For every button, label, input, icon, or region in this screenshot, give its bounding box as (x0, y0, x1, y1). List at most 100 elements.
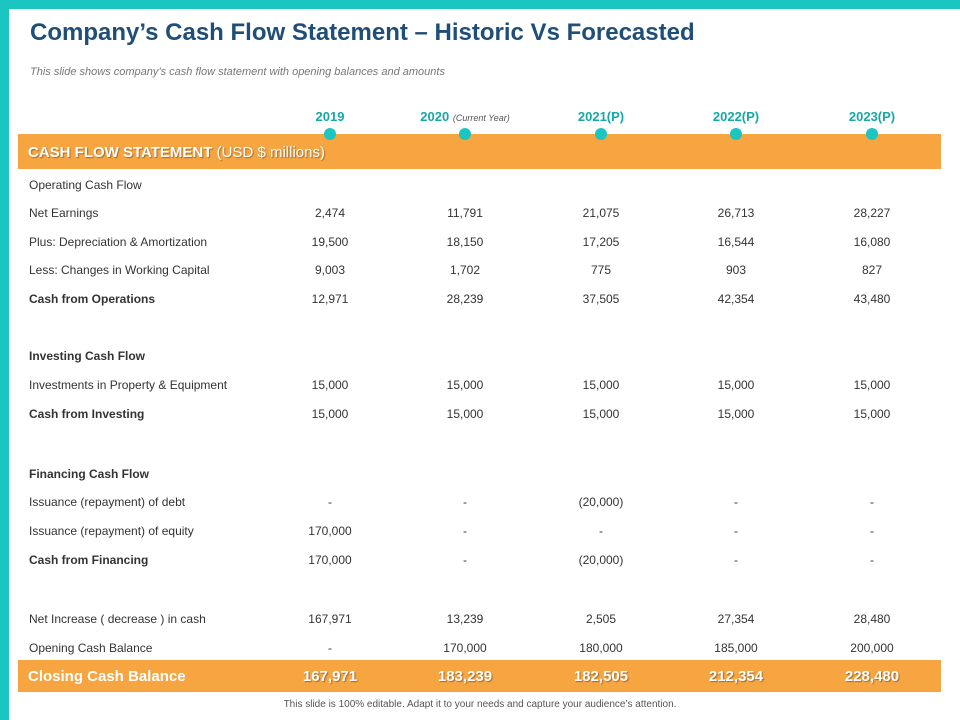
row-label: Opening Cash Balance (29, 641, 153, 655)
timeline-dot (866, 128, 878, 140)
row-value: (20,000) (578, 553, 624, 567)
row-value: - (734, 553, 738, 567)
row-value: - (734, 495, 738, 509)
row-value: 28,227 (853, 206, 891, 220)
table-header-title: CASH FLOW STATEMENT (28, 144, 213, 161)
row-label: Cash from Investing (29, 407, 145, 421)
row-value: 185,000 (714, 641, 758, 655)
row-label: Cash from Financing (29, 553, 149, 567)
row-value: - (328, 641, 332, 655)
row-value: 28,239 (446, 292, 484, 306)
row-value: - (870, 524, 874, 538)
row-value: 2,474 (314, 206, 346, 220)
row-label: Investing Cash Flow (29, 349, 146, 363)
row-value: 827 (861, 263, 883, 277)
row-value: 9,003 (314, 263, 346, 277)
table-row: Less: Changes in Working Capital 9,003 1,7… (0, 263, 960, 281)
row-label: Net Earnings (29, 206, 99, 220)
table-row: Net Increase ( decrease ) in cash 167,971… (0, 612, 960, 630)
year-header: 2020 (Current Year) (385, 109, 545, 124)
closing-balance-value: 167,971 (302, 668, 358, 685)
row-label: Issuance (repayment) of debt (29, 495, 186, 509)
row-value: - (463, 524, 467, 538)
year-header: 2021(P) (521, 109, 681, 124)
row-value: - (870, 495, 874, 509)
row-value: 26,713 (717, 206, 755, 220)
table-row: Cash from Operations 12,971 28,239 37,505 42… (0, 292, 960, 310)
row-value: 21,075 (582, 206, 620, 220)
row-value: 15,000 (311, 378, 349, 392)
closing-balance-value: 212,354 (708, 668, 764, 685)
row-value: 15,000 (311, 407, 349, 421)
row-label: Cash from Operations (29, 292, 156, 306)
year-label: 2022(P) (712, 109, 760, 124)
row-value: 12,971 (311, 292, 349, 306)
row-value: - (599, 524, 603, 538)
timeline-dot (730, 128, 742, 140)
table-row: Financing Cash Flow (0, 467, 960, 485)
row-value: 15,000 (717, 378, 755, 392)
timeline-dot (459, 128, 471, 140)
row-value: 200,000 (850, 641, 894, 655)
row-value: 167,971 (308, 612, 352, 626)
row-value: - (463, 553, 467, 567)
table-row: Operating Cash Flow (0, 178, 960, 196)
row-value: 170,000 (443, 641, 487, 655)
row-value: 180,000 (579, 641, 623, 655)
table-header-label: CASH FLOW STATEMENT (USD $ millions) (28, 144, 325, 161)
table-row: Net Earnings 2,474 11,791 21,075 26,713 28,22… (0, 206, 960, 224)
row-value: 170,000 (308, 524, 352, 538)
row-value: 15,000 (582, 378, 620, 392)
footer-note: This slide is 100% editable. Adapt it to… (283, 699, 677, 710)
row-value: 17,205 (582, 235, 620, 249)
row-label: Less: Changes in Working Capital (29, 263, 210, 277)
row-value: - (328, 495, 332, 509)
table-row: Opening Cash Balance - 170,000 180,000 185,0… (0, 641, 960, 659)
table-row: Cash from Financing 170,000 - (20,000) - - (0, 553, 960, 571)
table-header-band: CASH FLOW STATEMENT (USD $ millions) (18, 134, 941, 169)
row-value: - (463, 495, 467, 509)
row-value: 13,239 (446, 612, 484, 626)
row-value: 775 (590, 263, 612, 277)
row-value: 15,000 (717, 407, 755, 421)
row-value: (20,000) (578, 495, 624, 509)
row-label: Investments in Property & Equipment (29, 378, 228, 392)
table-row: Investing Cash Flow (0, 349, 960, 367)
year-label: 2023(P) (848, 109, 896, 124)
timeline-dot (595, 128, 607, 140)
row-value: 15,000 (446, 378, 484, 392)
row-value: - (734, 524, 738, 538)
closing-balance-value: 228,480 (844, 668, 900, 685)
row-label: Net Increase ( decrease ) in cash (29, 612, 206, 626)
year-header: 2022(P) (656, 109, 816, 124)
row-value: 903 (725, 263, 747, 277)
row-value: 15,000 (853, 407, 891, 421)
row-value: 16,544 (717, 235, 755, 249)
table-row: Cash from Investing 15,000 15,000 15,000 15,… (0, 407, 960, 425)
row-value: 15,000 (853, 378, 891, 392)
table-header-unit: (USD $ millions) (216, 144, 325, 161)
row-value: 42,354 (717, 292, 755, 306)
row-value: - (870, 553, 874, 567)
closing-balance-value: 182,505 (573, 668, 629, 685)
table-row: Issuance (repayment) of debt - - (20,000) - - (0, 495, 960, 513)
left-accent-bar (0, 0, 9, 720)
closing-balance-value: 183,239 (437, 668, 493, 685)
row-value: 43,480 (853, 292, 891, 306)
year-header: 2023(P) (792, 109, 952, 124)
row-label: Issuance (repayment) of equity (29, 524, 194, 538)
top-accent-bar (0, 0, 960, 9)
table-row: Investments in Property & Equipment 15,00… (0, 378, 960, 396)
page-title: Company’s Cash Flow Statement – Historic… (30, 19, 695, 46)
row-value: 37,505 (582, 292, 620, 306)
table-row: Plus: Depreciation & Amortization 19,500 1… (0, 235, 960, 253)
timeline-dot (324, 128, 336, 140)
row-value: 15,000 (582, 407, 620, 421)
row-value: 11,791 (447, 206, 483, 220)
row-value: 2,505 (585, 612, 617, 626)
closing-balance-band: Closing Cash Balance 167,971 183,239 182… (18, 660, 941, 692)
year-label: 2021(P) (577, 109, 625, 124)
row-value: 16,080 (853, 235, 891, 249)
year-note: (Current Year) (452, 113, 510, 123)
year-headers: 2019 2020 (Current Year) 2021(P) 2022(P)… (0, 109, 960, 129)
